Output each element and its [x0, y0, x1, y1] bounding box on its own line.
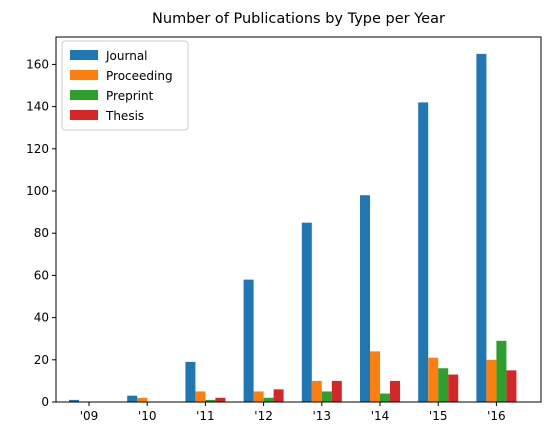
bar-proceeding-7	[486, 359, 497, 402]
legend-label-journal: Journal	[105, 49, 148, 63]
y-tick-label: 100	[26, 184, 49, 198]
chart-title: Number of Publications by Type per Year	[152, 11, 445, 27]
y-tick-label: 120	[26, 142, 49, 156]
legend-swatch-preprint	[70, 90, 98, 100]
bar-journal-0	[69, 399, 79, 402]
y-tick-label: 80	[34, 226, 49, 240]
bar-proceeding-6	[428, 357, 439, 402]
y-tick-label: 20	[34, 353, 49, 367]
bar-thesis-6	[448, 374, 459, 402]
bar-thesis-2	[215, 397, 226, 402]
legend-swatch-thesis	[70, 110, 98, 120]
bars-layer	[69, 53, 517, 403]
bar-journal-6	[418, 102, 429, 402]
x-tick-label: '12	[254, 409, 273, 423]
plot-frame	[55, 36, 542, 403]
bar-proceeding-4	[311, 380, 322, 402]
bar-preprint-7	[496, 340, 507, 402]
bar-thesis-3	[273, 389, 284, 402]
bar-preprint-4	[321, 391, 332, 402]
x-tick-label: '09	[80, 409, 99, 423]
bar-preprint-5	[380, 393, 390, 402]
legend: Journal Proceeding Preprint Thesis	[61, 40, 189, 131]
bar-journal-5	[360, 195, 370, 402]
bar-journal-4	[301, 222, 312, 402]
bar-preprint-6	[438, 368, 449, 402]
bar-journal-7	[476, 53, 487, 403]
y-tick-label: 60	[34, 268, 49, 282]
y-tick-label: 0	[41, 395, 49, 409]
bar-thesis-5	[390, 380, 400, 402]
x-tick-label: '11	[196, 409, 215, 423]
x-tick-label: '15	[429, 409, 448, 423]
bar-proceeding-3	[253, 391, 264, 402]
bar-thesis-4	[331, 380, 342, 402]
y-tick-label: 160	[26, 57, 49, 71]
axes-layer: 0 20 40 60 80 100 120 140 160 '09 '10 '11 '12 '13 '14 '…	[26, 36, 542, 423]
legend-box	[61, 40, 189, 131]
x-tick-label: '16	[487, 409, 506, 423]
bar-preprint-2	[205, 399, 216, 402]
y-tick-label: 140	[26, 100, 49, 114]
y-tick-label: 40	[34, 311, 49, 325]
bar-preprint-3	[263, 397, 274, 402]
x-tick-label: '14	[371, 409, 390, 423]
bar-journal-2	[185, 361, 196, 402]
x-tick-label: '10	[138, 409, 157, 423]
legend-swatch-journal	[70, 50, 98, 60]
bar-proceeding-5	[370, 351, 380, 402]
bar-proceeding-1	[137, 397, 148, 402]
x-tick-label: '13	[313, 409, 332, 423]
legend-swatch-proceeding	[70, 70, 98, 80]
bar-proceeding-2	[195, 391, 206, 402]
bar-journal-3	[243, 279, 254, 402]
legend-label-thesis: Thesis	[105, 109, 144, 123]
bar-journal-1	[127, 395, 138, 402]
legend-label-proceeding: Proceeding	[106, 69, 173, 83]
bar-thesis-7	[506, 370, 517, 402]
legend-label-preprint: Preprint	[106, 89, 154, 103]
